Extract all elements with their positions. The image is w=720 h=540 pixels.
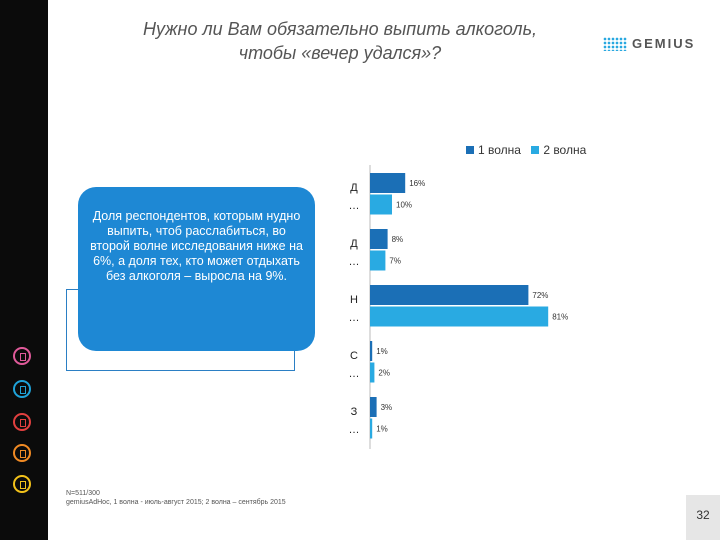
category-label-ellipsis: …	[349, 312, 360, 324]
legend-label-series-1: 1 волна	[478, 143, 521, 157]
bar-series-2	[370, 306, 549, 327]
bar-series-1	[370, 285, 529, 305]
data-label: 81%	[552, 313, 568, 322]
title-line-1: Нужно ли Вам обязательно выпить алкоголь…	[142, 19, 538, 39]
category-label: Н	[350, 294, 358, 306]
legend-label-series-2: 2 волна	[543, 143, 587, 157]
category-label: Д	[350, 238, 358, 250]
legend-item-series-2: 2 волна	[531, 143, 586, 157]
bar-series-2	[370, 418, 373, 439]
wrench-icon	[13, 444, 31, 462]
bar-series-2	[370, 250, 386, 271]
category-label-ellipsis: …	[349, 368, 360, 380]
logo-text: GEMIUS	[632, 36, 696, 51]
category-label-ellipsis: …	[349, 256, 360, 268]
page-title: Нужно ли Вам обязательно выпить алкоголь…	[95, 17, 585, 65]
category-label-ellipsis: …	[349, 424, 360, 436]
data-label: 8%	[392, 235, 404, 244]
chart-legend: 1 волна 2 волна	[466, 143, 593, 157]
legend-swatch-series-2	[531, 146, 540, 154]
title-line-2: чтобы «вечер удался»?	[238, 43, 442, 63]
bar-series-1	[370, 173, 406, 193]
footnote-sample: N=511/300	[66, 490, 100, 497]
chart-icon	[13, 347, 31, 365]
data-label: 1%	[376, 347, 388, 356]
calendar-icon	[13, 413, 31, 431]
category-label: С	[350, 350, 358, 362]
sidebar	[0, 0, 48, 540]
data-label: 3%	[381, 403, 393, 412]
footnote-source: gemiusAdHoc, 1 волна - июль-август 2015;…	[66, 499, 286, 506]
bar-series-1	[370, 229, 388, 249]
category-label: З	[351, 406, 358, 418]
bar-series-2	[370, 194, 392, 215]
callout-box: Доля респондентов, которым нудно выпить,…	[78, 187, 315, 351]
category-label-ellipsis: …	[349, 200, 360, 212]
bar-series-1	[370, 341, 373, 361]
data-label: 72%	[532, 291, 548, 300]
legend-swatch-series-1	[466, 146, 474, 154]
data-label: 16%	[409, 179, 425, 188]
bar-chart: Д … 16% 10% Д … 8% 7% Н … 72% 81% С … 1% 2% З … 3% 1%	[349, 165, 568, 449]
logo-dots-icon	[603, 37, 627, 51]
category-label: Д	[350, 182, 358, 194]
bar-series-1	[370, 397, 377, 417]
page-number: 32	[686, 495, 720, 540]
data-label: 10%	[396, 201, 412, 210]
footnote: N=511/300 gemiusAdHoc, 1 волна - июль-ав…	[66, 489, 286, 507]
bar-series-2	[370, 362, 375, 383]
data-label: 7%	[389, 257, 401, 266]
callout-text: Доля респондентов, которым нудно выпить,…	[90, 209, 303, 283]
microphone-icon	[13, 380, 31, 398]
gemius-logo: GEMIUS	[603, 36, 703, 52]
legend-item-series-1: 1 волна	[466, 143, 521, 157]
phone-icon	[13, 475, 31, 493]
data-label: 1%	[376, 425, 388, 434]
data-label: 2%	[378, 369, 390, 378]
